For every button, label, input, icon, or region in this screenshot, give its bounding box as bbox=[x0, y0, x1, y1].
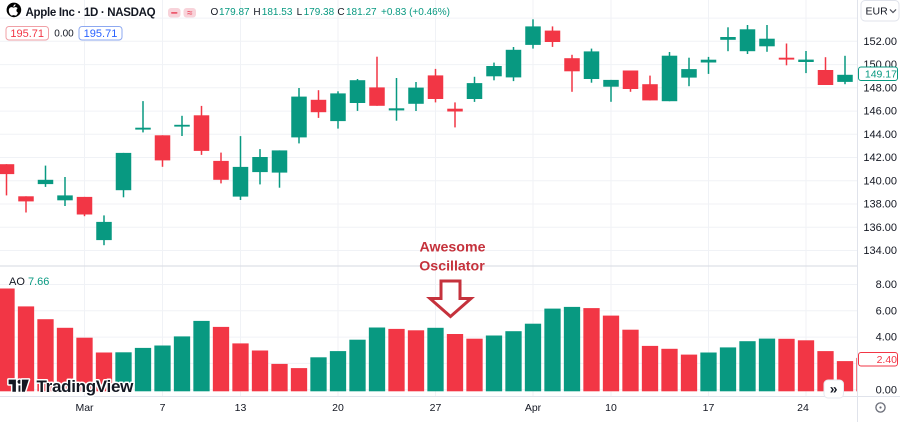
svg-text:EUR: EUR bbox=[866, 6, 889, 18]
svg-text:136.00: 136.00 bbox=[863, 222, 897, 234]
svg-text:2.40: 2.40 bbox=[877, 354, 898, 366]
svg-text:144.00: 144.00 bbox=[863, 129, 897, 141]
svg-text:20: 20 bbox=[332, 402, 344, 414]
svg-text:152.00: 152.00 bbox=[863, 36, 897, 48]
svg-text:179.87: 179.87 bbox=[219, 7, 250, 18]
svg-text:+0.83 (+0.46%): +0.83 (+0.46%) bbox=[381, 7, 450, 18]
svg-text:4.00: 4.00 bbox=[876, 332, 897, 344]
svg-text:Awesome: Awesome bbox=[420, 240, 486, 256]
svg-text:181.27: 181.27 bbox=[346, 7, 377, 18]
svg-text:7: 7 bbox=[160, 402, 166, 414]
svg-text:179.38: 179.38 bbox=[304, 7, 335, 18]
svg-text:13: 13 bbox=[235, 402, 247, 414]
svg-text:142.00: 142.00 bbox=[863, 152, 897, 164]
svg-text:Mar: Mar bbox=[75, 402, 94, 414]
svg-text:138.00: 138.00 bbox=[863, 199, 897, 211]
svg-text:134.00: 134.00 bbox=[863, 245, 897, 257]
svg-text:8.00: 8.00 bbox=[876, 279, 897, 291]
svg-text:Oscillator: Oscillator bbox=[419, 259, 485, 275]
svg-text:148.00: 148.00 bbox=[863, 82, 897, 94]
svg-text:27: 27 bbox=[430, 402, 442, 414]
svg-text:140.00: 140.00 bbox=[863, 175, 897, 187]
svg-text:7.66: 7.66 bbox=[28, 276, 49, 288]
svg-text:195.71: 195.71 bbox=[84, 28, 118, 40]
svg-text:146.00: 146.00 bbox=[863, 106, 897, 118]
svg-text:≈: ≈ bbox=[187, 8, 193, 19]
svg-text:AO: AO bbox=[9, 276, 25, 288]
svg-text:Apple Inc · 1D · NASDAQ: Apple Inc · 1D · NASDAQ bbox=[26, 7, 156, 19]
svg-text:6.00: 6.00 bbox=[876, 305, 897, 317]
svg-text:C: C bbox=[337, 7, 344, 18]
svg-text:H: H bbox=[253, 7, 260, 18]
svg-text:O: O bbox=[211, 7, 219, 18]
svg-text:TradingView: TradingView bbox=[37, 377, 135, 396]
svg-text:17: 17 bbox=[703, 402, 715, 414]
svg-text:»: » bbox=[830, 380, 838, 396]
svg-text:195.71: 195.71 bbox=[10, 28, 44, 40]
svg-text:149.17: 149.17 bbox=[865, 68, 897, 80]
svg-text:10: 10 bbox=[605, 402, 617, 414]
svg-text:L: L bbox=[297, 7, 303, 18]
svg-text:24: 24 bbox=[797, 402, 809, 414]
svg-text:0.00: 0.00 bbox=[54, 29, 74, 40]
svg-text:Apr: Apr bbox=[525, 402, 542, 414]
svg-text:181.53: 181.53 bbox=[262, 7, 293, 18]
svg-text:0.00: 0.00 bbox=[876, 384, 897, 396]
